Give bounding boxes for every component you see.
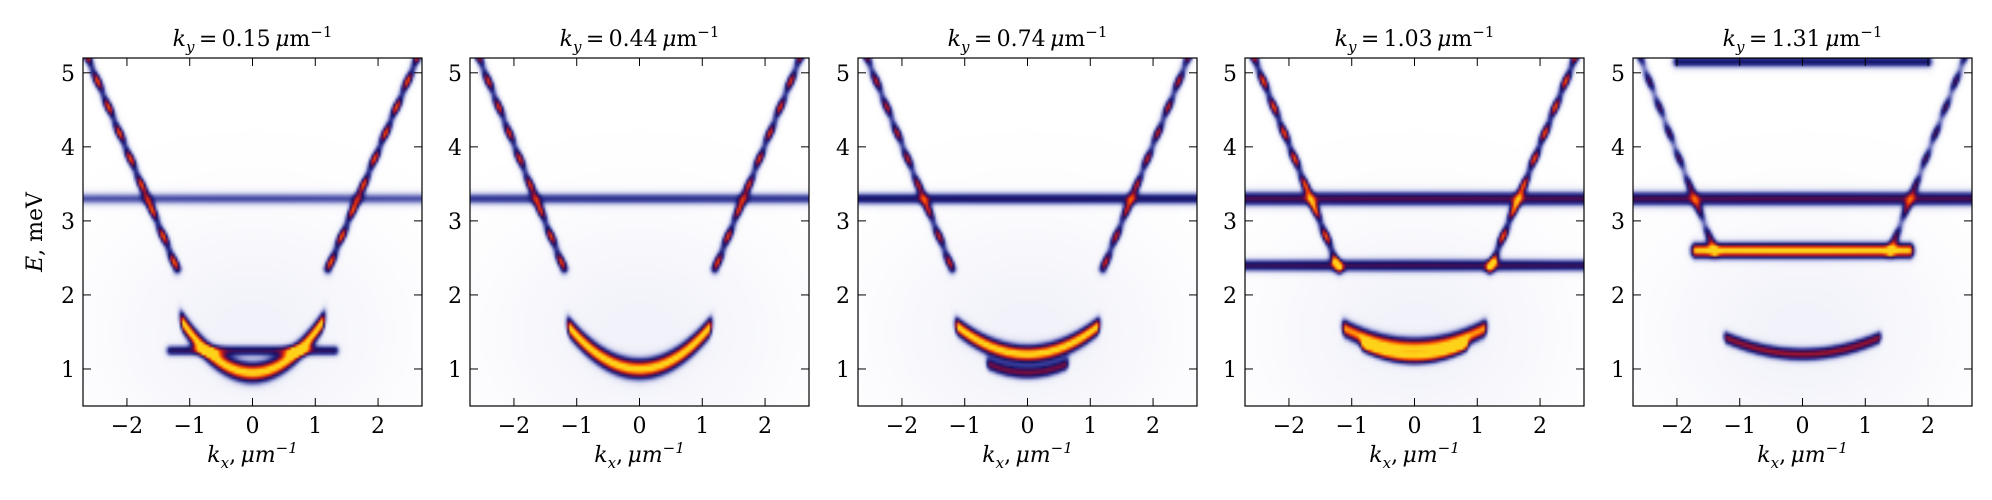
y-tick-label: 2 xyxy=(1611,284,1625,309)
y-tick-label: 1 xyxy=(836,358,850,383)
y-tick-label: 3 xyxy=(1611,210,1625,235)
x-axis-label-5: kx, μm−1 xyxy=(1757,439,1848,472)
x-tick-label: 2 xyxy=(758,414,772,439)
panel-title-2: ky = 0.44 μm−1 xyxy=(560,23,720,56)
x-axis-label-2: kx, μm−1 xyxy=(594,439,685,472)
x-tick-label: −1 xyxy=(174,414,206,439)
y-tick-label: 3 xyxy=(61,210,75,235)
panel-2: −2 −1 0 1 2 1 2 3 4 5 ky = 0.44 μm−1 kx, μm−1 xyxy=(448,23,810,472)
x-tick-label: −1 xyxy=(949,414,981,439)
y-tick-label: 1 xyxy=(61,358,75,383)
x-tick-label: −2 xyxy=(111,414,143,439)
y-tick-label: 5 xyxy=(836,62,850,87)
x-tick-label: 1 xyxy=(1470,414,1484,439)
y-tick-label: 3 xyxy=(1223,210,1237,235)
panel-title-4: ky = 1.03 μm−1 xyxy=(1335,23,1495,56)
x-tick-label: 0 xyxy=(246,414,260,439)
panels: −2 −1 0 1 2 1 2 3 4 5 ky = 0.15 μm−1 kx, μm−1 −2 −1 0 1… xyxy=(23,23,1973,472)
x-tick-label: 2 xyxy=(1921,414,1935,439)
x-axis-label-3: kx, μm−1 xyxy=(982,439,1073,472)
y-tick-label: 5 xyxy=(1611,62,1625,87)
x-tick-label: 1 xyxy=(1083,414,1097,439)
y-tick-label: 4 xyxy=(1223,136,1237,161)
y-tick-label: 3 xyxy=(836,210,850,235)
x-tick-label: −2 xyxy=(1661,414,1693,439)
y-tick-label: 5 xyxy=(61,62,75,87)
y-tick-label: 2 xyxy=(1223,284,1237,309)
panel-1: −2 −1 0 1 2 1 2 3 4 5 ky = 0.15 μm−1 kx, μm−1 xyxy=(61,23,423,472)
panel-title-1: ky = 0.15 μm−1 xyxy=(173,23,333,56)
heatmap-1 xyxy=(83,58,422,406)
panel-4: −2 −1 0 1 2 1 2 3 4 5 ky = 1.03 μm−1 kx, μm−1 xyxy=(1223,23,1585,472)
x-tick-label: −2 xyxy=(1273,414,1305,439)
y-tick-label: 3 xyxy=(448,210,462,235)
y-tick-label: 2 xyxy=(836,284,850,309)
y-tick-label: 5 xyxy=(448,62,462,87)
x-tick-label: −2 xyxy=(498,414,530,439)
panel-title-3: ky = 0.74 μm−1 xyxy=(948,23,1108,56)
x-tick-label: −1 xyxy=(1336,414,1368,439)
panel-3: −2 −1 0 1 2 1 2 3 4 5 ky = 0.74 μm−1 kx, μm−1 xyxy=(836,23,1198,472)
x-axis-label-1: kx, μm−1 xyxy=(207,439,298,472)
y-tick-label: 2 xyxy=(61,284,75,309)
y-tick-label: 5 xyxy=(1223,62,1237,87)
x-tick-label: 1 xyxy=(1858,414,1872,439)
x-tick-label: −2 xyxy=(886,414,918,439)
heatmap-3 xyxy=(858,58,1197,406)
x-tick-label: 1 xyxy=(308,414,322,439)
x-axis-label-4: kx, μm−1 xyxy=(1369,439,1460,472)
x-tick-label: 0 xyxy=(1796,414,1810,439)
y-tick-label: 4 xyxy=(1611,136,1625,161)
x-tick-label: −1 xyxy=(561,414,593,439)
y-tick-label: 2 xyxy=(448,284,462,309)
heatmap-4 xyxy=(1245,58,1584,406)
x-tick-label: −1 xyxy=(1724,414,1756,439)
x-tick-label: 2 xyxy=(371,414,385,439)
y-tick-label: 1 xyxy=(1223,358,1237,383)
heatmap-5 xyxy=(1633,58,1972,406)
y-tick-label: 4 xyxy=(836,136,850,161)
x-tick-label: 0 xyxy=(633,414,647,439)
panel-title-5: ky = 1.31 μm−1 xyxy=(1723,23,1883,56)
y-tick-label: 4 xyxy=(61,136,75,161)
x-tick-label: 2 xyxy=(1533,414,1547,439)
y-tick-label: 1 xyxy=(1611,358,1625,383)
x-tick-label: 0 xyxy=(1408,414,1422,439)
heatmap-2 xyxy=(470,58,809,406)
y-tick-label: 4 xyxy=(448,136,462,161)
y-tick-label: 1 xyxy=(448,358,462,383)
panel-5: −2 −1 0 1 2 1 2 3 4 5 ky = 1.31 μm−1 kx, μm−1 xyxy=(1611,23,1973,472)
y-axis-label: E, meV xyxy=(23,191,48,273)
x-tick-label: 1 xyxy=(695,414,709,439)
x-tick-label: 0 xyxy=(1021,414,1035,439)
x-tick-label: 2 xyxy=(1146,414,1160,439)
